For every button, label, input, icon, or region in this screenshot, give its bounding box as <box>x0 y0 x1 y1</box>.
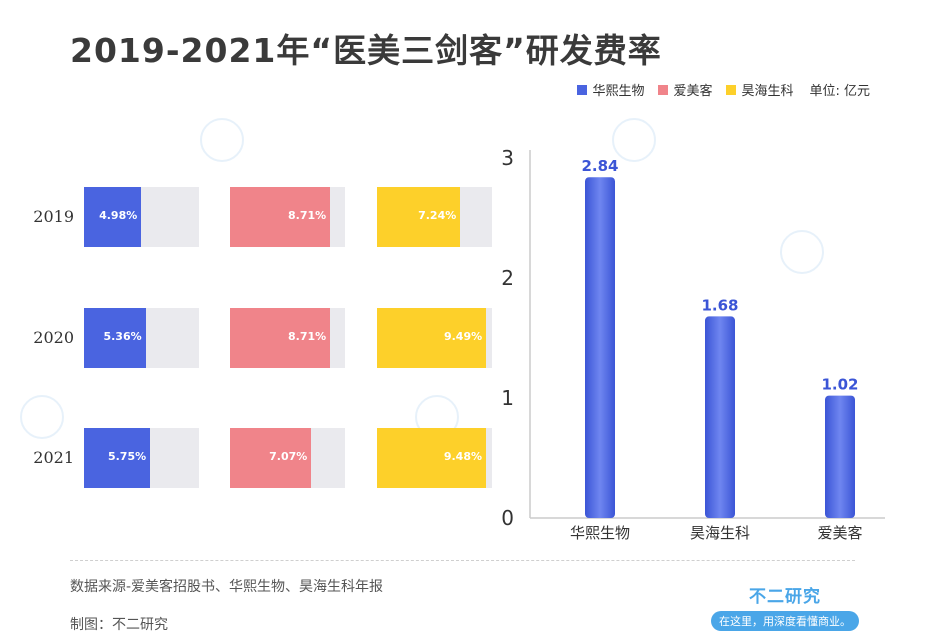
ratio-track: 7.07% <box>230 428 345 488</box>
chart-title: 2019-2021年“医美三剑客”研发费率 <box>70 31 662 70</box>
ratio-track: 5.75% <box>84 428 199 488</box>
ratio-track: 9.48% <box>377 428 492 488</box>
expense-bar <box>705 316 735 518</box>
ratio-label: 7.07% <box>269 450 308 463</box>
logo-name: 不二研究 <box>749 587 821 607</box>
chart-credit: 制图：不二研究 <box>70 617 168 633</box>
ratio-bar: 7.07% <box>230 428 312 488</box>
y-tick-label: 3 <box>501 146 514 170</box>
y-tick-label: 1 <box>501 386 514 410</box>
year-label-2020: 2020 <box>33 328 74 347</box>
legend-item-huaxi: 华熙生物 <box>577 80 644 99</box>
rd-expense-bar-chart: 0 1 2 3 2.84 华熙生物 1.68 昊海生科 1.02 爱美客 <box>501 146 885 540</box>
ratio-bar: 7.24% <box>377 187 461 247</box>
watermark-ring <box>20 395 64 439</box>
legend-swatch-huaxi <box>577 84 588 95</box>
legend: 华熙生物 爱美客 昊海生科 单位: 亿元 <box>563 80 870 99</box>
watermark-ring <box>780 230 824 274</box>
ratio-label: 8.71% <box>287 209 327 222</box>
year-label-2021: 2021 <box>33 448 74 467</box>
ratio-bar: 9.49% <box>377 308 487 368</box>
expense-value-label: 1.02 <box>821 376 858 394</box>
ratio-bar: 8.71% <box>230 308 331 368</box>
ratio-track: 9.49% <box>377 308 492 368</box>
ratio-bar: 4.98% <box>84 187 142 247</box>
rd-ratio-panel: 2019 4.98% 8.71% 7.24% 2020 5.36% 8.71% 9.49% 20… <box>0 0 500 520</box>
legend-label-huaxi: 华熙生物 <box>592 84 645 99</box>
watermark-ring <box>200 118 244 162</box>
ratio-bar: 5.75% <box>84 428 151 488</box>
ratio-track: 5.36% <box>84 308 199 368</box>
ratio-track: 7.24% <box>377 187 492 247</box>
year-label-2019: 2019 <box>33 207 74 226</box>
legend-swatch-haohai <box>726 84 737 95</box>
expense-value-label: 2.84 <box>581 157 618 175</box>
ratio-label: 5.75% <box>107 450 147 463</box>
legend-label-haohai: 昊海生科 <box>741 84 794 99</box>
ratio-bar: 5.36% <box>84 308 146 368</box>
ratio-label: 9.48% <box>443 450 483 463</box>
legend-label-aimeike: 爱美客 <box>673 84 713 99</box>
expense-value-label: 1.68 <box>701 296 738 314</box>
category-label: 爱美客 <box>817 524 862 540</box>
ratio-bar: 9.48% <box>377 428 487 488</box>
legend-item-aimeike: 爱美客 <box>658 80 712 99</box>
legend-swatch-aimeike <box>658 84 669 95</box>
data-source: 数据来源-爱美客招股书、华熙生物、昊海生科年报 <box>70 579 384 595</box>
ratio-track: 4.98% <box>84 187 199 247</box>
ratio-label: 4.98% <box>99 209 138 222</box>
ratio-label: 9.49% <box>443 330 483 343</box>
logo: 不二研究 在这里，用深度看懂商业。 <box>705 582 865 631</box>
ratio-label: 7.24% <box>418 209 457 222</box>
ratio-track: 8.71% <box>230 308 345 368</box>
watermark-ring <box>612 118 656 162</box>
legend-item-haohai: 昊海生科 <box>726 80 793 99</box>
category-label: 华熙生物 <box>570 524 630 540</box>
ratio-label: 5.36% <box>103 330 142 343</box>
unit-label: 单位: 亿元 <box>809 84 870 99</box>
ratio-label: 8.71% <box>287 330 327 343</box>
ratio-bar: 8.71% <box>230 187 331 247</box>
expense-bar <box>585 177 615 518</box>
y-tick-label: 0 <box>501 506 514 530</box>
logo-tagline: 在这里，用深度看懂商业。 <box>711 611 859 631</box>
category-label: 昊海生科 <box>690 524 750 540</box>
ratio-track: 8.71% <box>230 187 345 247</box>
footer-divider <box>70 560 855 561</box>
y-tick-label: 2 <box>501 266 514 290</box>
expense-bar <box>825 395 855 518</box>
